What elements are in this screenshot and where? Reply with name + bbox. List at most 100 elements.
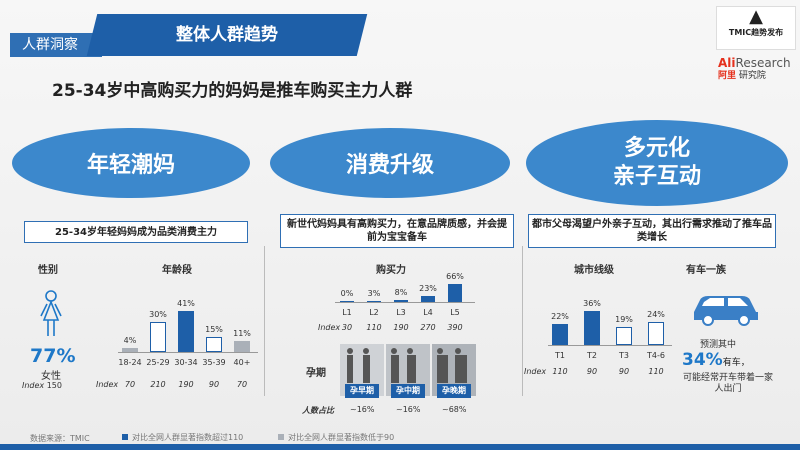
bar-category-label: T3: [619, 351, 629, 360]
bar-category-label: 25-29: [146, 358, 170, 367]
pregnancy-label: 孕期: [306, 368, 326, 379]
bar-category-label: L3: [396, 308, 406, 317]
theme-label: 多元化: [623, 136, 690, 161]
theme-consumption-upgrade: 消费升级: [270, 128, 510, 198]
bar-index-label: 70: [236, 380, 248, 389]
bar-index-label: 110: [648, 367, 664, 376]
divider: [522, 246, 523, 396]
bar-T4-6: [648, 322, 664, 345]
bar-index-label: 70: [124, 380, 136, 389]
bar-L4: [421, 295, 435, 302]
city-index-label: Index: [524, 367, 547, 376]
age-index-label: Index: [96, 380, 119, 389]
pregnancy-early-share: ~16%: [350, 405, 375, 414]
female-icon: [40, 290, 62, 336]
population-share-label: 人数占比: [302, 406, 334, 415]
bar-category-label: L2: [369, 308, 379, 317]
female-index: Index 150: [22, 381, 62, 390]
bar-30-34: [178, 311, 194, 352]
bar-value-label: 36%: [583, 298, 601, 308]
car-text: 可能经常开车带着一家人出门: [682, 373, 773, 394]
theme-label: 年轻潮妈: [86, 153, 175, 178]
bar-40+: [234, 341, 250, 352]
bar-35-39: [206, 337, 222, 352]
aliresearch-logo: AliResearch 阿里 研究院: [718, 57, 791, 83]
car-pre-text: 预测其中: [700, 340, 737, 350]
bar-category-label: 30-34: [174, 358, 198, 367]
bar-value-label: 30%: [149, 310, 167, 319]
car-suffix: 有车，: [722, 358, 750, 368]
bar-25-29: [150, 322, 166, 352]
age-baseline: [118, 352, 258, 353]
bar-category-label: 18-24: [118, 358, 142, 367]
bar-index-label: 190: [178, 380, 194, 389]
data-source: 数据来源：TMIC: [30, 434, 90, 443]
bar-category-label: 40+: [233, 358, 251, 367]
bar-category-label: T2: [587, 351, 597, 360]
car-pct-line: 34%有车，: [682, 350, 750, 370]
bar-18-24: [122, 348, 138, 352]
bar-value-label: 23%: [419, 283, 437, 293]
bar-index-label: 30: [341, 323, 353, 332]
bar-category-label: L5: [450, 308, 460, 317]
bar-value-label: 15%: [205, 325, 223, 334]
bar-category-label: L1: [342, 308, 352, 317]
index-label: Index: [22, 381, 45, 390]
bar-value-label: 41%: [177, 299, 195, 308]
bar-T2: [584, 310, 600, 345]
page-title-tab: 整体人群趋势: [86, 14, 368, 56]
bar-T1: [552, 324, 568, 345]
city-baseline: [548, 345, 672, 346]
headline: 25-34岁中高购买力的妈妈是推车购买主力人群: [52, 81, 413, 101]
page-title: 整体人群趋势: [176, 25, 278, 45]
insight-box-1: 25-34岁年轻妈妈成为品类消费主力: [24, 221, 248, 243]
pregnancy-late-chip: 孕晚期: [437, 384, 471, 398]
female-pct: 77%: [30, 345, 76, 367]
ali-cn: 阿里: [718, 71, 737, 81]
bar-index-label: 110: [552, 367, 568, 376]
bar-L1: [340, 301, 354, 302]
car-icon: [694, 296, 758, 326]
index-value: 150: [46, 381, 62, 390]
pregnancy-late-share: ~68%: [442, 405, 467, 414]
bar-value-label: 3%: [367, 289, 381, 298]
bar-index-label: 270: [420, 323, 436, 332]
bar-value-label: 24%: [647, 310, 665, 320]
purchase-label: 购买力: [376, 265, 406, 276]
bar-L2: [367, 301, 381, 302]
bar-value-label: 4%: [123, 336, 137, 345]
legend-high: 对比全网人群显著指数超过110: [132, 433, 244, 442]
insight-box-3: 都市父母渴望户外亲子互动，其出行需求推动了推车品类增长: [528, 214, 776, 248]
ali-brand: Ali: [718, 56, 736, 70]
bar-category-label: 35-39: [202, 358, 226, 367]
theme-young-mom: 年轻潮妈: [12, 128, 250, 198]
tmic-logo-icon: ▲: [749, 6, 763, 27]
insight-box-2: 新世代妈妈具有高购买力，在意品牌质感，并会提前为宝宝备车: [280, 214, 514, 248]
bar-category-label: T4-6: [647, 351, 665, 360]
tmic-logo-text: TMIC趋势发布: [728, 28, 784, 37]
bar-index-label: 90: [618, 367, 630, 376]
legend-low: 对比全网人群显著指数低于90: [288, 433, 395, 442]
purchase-baseline: [335, 302, 475, 303]
purchase-index-label: Index: [318, 323, 341, 332]
bar-value-label: 19%: [615, 314, 633, 324]
header-bar: 人群洞察 整体人群趋势: [0, 0, 800, 60]
footer-bar: [0, 444, 800, 450]
bar-index-label: 210: [150, 380, 166, 389]
pregnancy-mid-share: ~16%: [396, 405, 421, 414]
theme-diversified: 多元化 亲子互动: [526, 120, 788, 206]
ali-cn2: 研究院: [738, 71, 766, 81]
pregnancy-early-chip: 孕早期: [345, 384, 379, 398]
ali-research: Research: [735, 56, 791, 70]
theme-label: 消费升级: [345, 153, 434, 178]
legend-low-swatch: [278, 434, 284, 440]
legend-high-swatch: [122, 434, 128, 440]
bar-value-label: 8%: [394, 287, 408, 297]
theme-label: 亲子互动: [612, 164, 701, 189]
car-label: 有车一族: [686, 265, 726, 276]
gender-label: 性别: [38, 265, 58, 276]
female-text: 女性: [41, 371, 61, 382]
section-tab[interactable]: 人群洞察: [10, 33, 102, 57]
bar-L3: [394, 299, 408, 302]
city-label: 城市线级: [574, 265, 614, 276]
